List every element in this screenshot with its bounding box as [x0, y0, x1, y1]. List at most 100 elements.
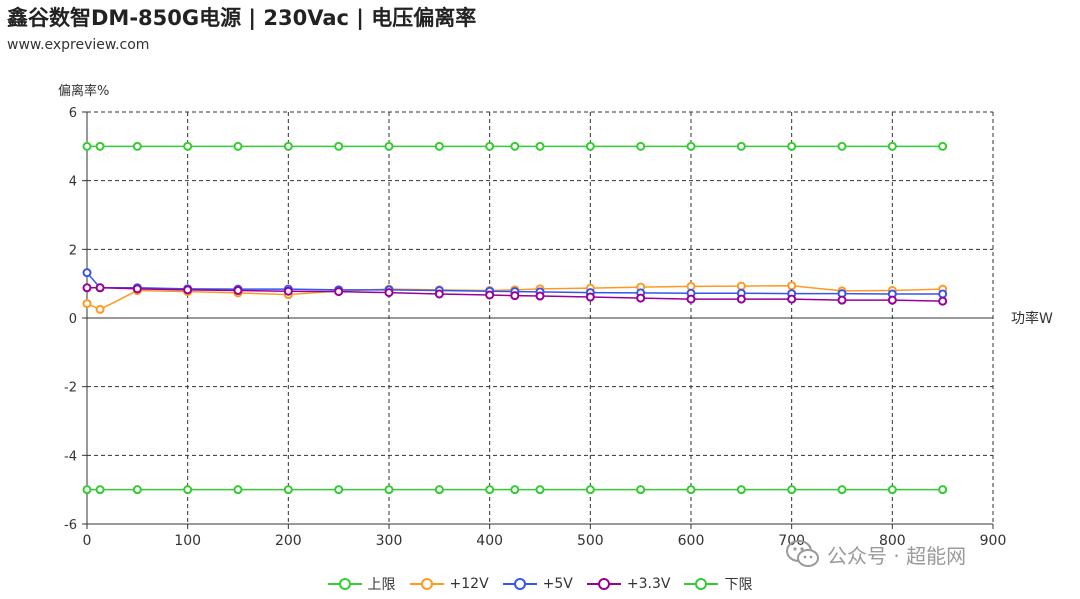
data-point — [334, 141, 344, 151]
data-point — [183, 141, 193, 151]
data-point — [334, 287, 344, 297]
data-point — [787, 281, 797, 291]
x-tick-label: 500 — [577, 533, 604, 549]
x-tick-label: 100 — [174, 533, 201, 549]
data-point — [938, 485, 948, 495]
data-point — [233, 485, 243, 495]
data-point — [887, 485, 897, 495]
data-point — [434, 289, 444, 299]
legend-swatch — [684, 578, 719, 590]
data-point — [434, 485, 444, 495]
series-line — [87, 287, 943, 302]
data-point — [686, 485, 696, 495]
legend-item[interactable]: +12V — [409, 574, 489, 594]
x-tick-label: 700 — [778, 533, 805, 549]
data-point — [82, 299, 92, 309]
data-point — [636, 485, 646, 495]
watermark-text: 公众号 · 超能网 — [827, 543, 967, 568]
data-point — [787, 294, 797, 304]
x-tick-label: 400 — [476, 533, 503, 549]
x-tick-label: 600 — [678, 533, 705, 549]
data-point — [636, 141, 646, 151]
data-point — [183, 485, 193, 495]
data-point — [384, 141, 394, 151]
x-tick-label: 800 — [879, 533, 906, 549]
data-point — [686, 141, 696, 151]
data-point — [95, 141, 105, 151]
data-point — [510, 485, 520, 495]
watermark: 公众号 · 超能网 — [785, 539, 966, 569]
x-tick-label: 900 — [980, 533, 1007, 549]
data-point — [736, 485, 746, 495]
data-point — [686, 294, 696, 304]
data-point — [384, 485, 394, 495]
data-point — [95, 304, 105, 314]
data-point — [485, 485, 495, 495]
y-tick-label: 4 — [69, 175, 77, 190]
data-point — [82, 283, 92, 293]
data-point — [334, 485, 344, 495]
data-point — [837, 141, 847, 151]
data-point — [535, 141, 545, 151]
legend-item[interactable]: +3.3V — [586, 574, 671, 594]
source-url: www.expreview.com — [7, 37, 150, 53]
y-tick-label: 0 — [69, 312, 77, 327]
data-point — [283, 485, 293, 495]
data-point — [837, 485, 847, 495]
y-tick-label: 2 — [69, 243, 77, 258]
chart-legend: 上限 +12V +5V +3.3V 下限 — [0, 574, 1080, 594]
legend-label: 上限 — [367, 577, 396, 593]
legend-item[interactable]: 上限 — [327, 574, 396, 594]
y-tick-label: 6 — [69, 106, 77, 121]
legend-swatch — [327, 578, 362, 590]
data-point — [132, 284, 142, 294]
data-point — [585, 485, 595, 495]
data-point — [736, 141, 746, 151]
x-axis-label: 功率W — [1011, 310, 1053, 327]
data-point — [132, 485, 142, 495]
data-point — [510, 291, 520, 301]
data-point — [233, 286, 243, 296]
data-point — [82, 268, 92, 278]
data-point — [787, 485, 797, 495]
data-point — [585, 292, 595, 302]
x-tick-label: 0 — [83, 533, 92, 549]
y-tick-label: -4 — [64, 449, 77, 464]
wechat-icon — [786, 540, 819, 567]
legend-swatch — [586, 578, 621, 590]
data-point — [585, 141, 595, 151]
data-point — [837, 295, 847, 305]
data-point — [636, 293, 646, 303]
data-point — [938, 289, 948, 299]
data-point — [82, 485, 92, 495]
data-point — [887, 295, 897, 305]
series-line — [86, 272, 943, 295]
legend-item[interactable]: 下限 — [684, 574, 752, 594]
data-point — [938, 296, 948, 306]
data-point — [535, 291, 545, 301]
legend-label: +5V — [542, 576, 573, 592]
y-axis-label: 偏离率% — [58, 83, 109, 99]
legend-item[interactable]: +5V — [502, 574, 573, 594]
data-point — [95, 283, 105, 293]
x-tick-label: 200 — [275, 533, 302, 549]
series-line — [86, 284, 943, 311]
data-point — [510, 141, 520, 151]
data-point — [132, 141, 142, 151]
y-tick-label: -2 — [64, 381, 77, 396]
data-point — [95, 485, 105, 495]
data-point — [736, 281, 746, 291]
data-point — [384, 288, 394, 298]
data-point — [535, 485, 545, 495]
y-tick-label: -6 — [64, 518, 77, 533]
legend-label: +3.3V — [626, 576, 671, 592]
data-point — [283, 286, 293, 296]
data-point — [787, 141, 797, 151]
data-point — [183, 285, 193, 295]
data-point — [283, 141, 293, 151]
chart-title: 鑫谷数智DM-850G电源 | 230Vac | 电压偏离率 — [7, 6, 477, 30]
data-point — [434, 141, 444, 151]
data-point — [938, 141, 948, 151]
data-point — [485, 290, 495, 300]
